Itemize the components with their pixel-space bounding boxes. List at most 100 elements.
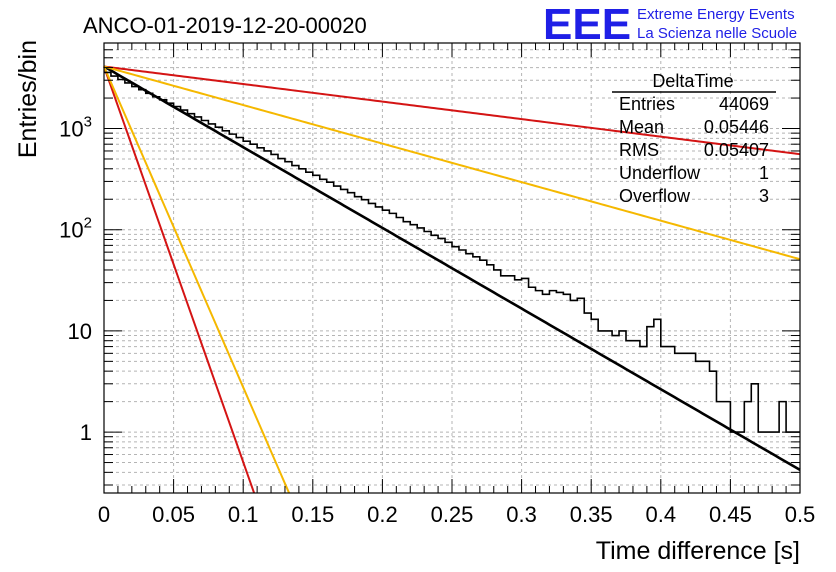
x-tick-label: 0.2 <box>367 502 398 527</box>
histogram-bin <box>125 83 132 493</box>
eee-logo-mark: EEE <box>543 0 631 49</box>
stats-label-entries: Entries <box>619 94 675 114</box>
histogram-bin <box>160 100 167 493</box>
histogram-bin <box>222 131 229 493</box>
histogram-bin <box>292 166 299 493</box>
histogram-bin <box>327 182 334 493</box>
histogram-bin <box>278 159 285 493</box>
fit-curves <box>103 65 801 494</box>
x-tick-label: 0.5 <box>785 502 816 527</box>
histogram-bin <box>396 218 403 494</box>
stats-value-entries: 44069 <box>719 94 769 114</box>
histogram-bin <box>556 292 563 493</box>
histogram-bin <box>710 371 717 493</box>
histogram-bin <box>758 432 765 493</box>
histogram <box>104 71 800 494</box>
histogram-bin <box>730 432 737 493</box>
histogram-bin <box>605 331 612 493</box>
histogram-bin <box>431 235 438 493</box>
x-tick-label: 0.15 <box>291 502 334 527</box>
histogram-bin <box>181 110 188 493</box>
histogram-bin <box>737 432 744 493</box>
histogram-bin <box>779 402 786 493</box>
histogram-bin <box>257 148 264 493</box>
x-tick-labels: 0 0.05 0.1 0.15 0.2 0.25 0.3 0.35 0.4 0.45 0.5 <box>98 502 815 527</box>
stats-label-mean: Mean <box>619 117 664 137</box>
histogram-bin <box>201 121 208 494</box>
histogram-bin <box>271 154 278 493</box>
histogram-bin <box>480 260 487 493</box>
histogram-bin <box>229 134 236 493</box>
x-tick-label: 0.25 <box>431 502 474 527</box>
histogram-bin <box>661 347 668 493</box>
histogram-bin <box>355 197 362 493</box>
x-tick-label: 0.45 <box>709 502 752 527</box>
histogram-bin <box>118 80 125 493</box>
fit-curve <box>103 66 256 494</box>
eee-logo: EEE Extreme Energy Events La Scienza nel… <box>543 0 797 49</box>
eee-logo-line2: La Scienza nelle Scuole <box>637 25 797 42</box>
histogram-bin <box>334 186 341 493</box>
x-tick-label: 0.3 <box>506 502 537 527</box>
histogram-bin <box>675 353 682 493</box>
histogram-bin <box>410 225 417 493</box>
fit-curve <box>103 66 290 494</box>
histogram-bin <box>549 291 556 493</box>
histogram-bin <box>647 327 654 493</box>
histogram-bin <box>250 144 257 493</box>
histogram-bin <box>654 319 661 493</box>
x-tick-label: 0.4 <box>646 502 677 527</box>
histogram-bin <box>153 97 160 493</box>
histogram-bin <box>772 432 779 493</box>
chart-title: ANCO-01-2019-12-20-00020 <box>83 13 367 38</box>
histogram-bin <box>368 203 375 493</box>
x-tick-label: 0.05 <box>152 502 195 527</box>
stats-title: DeltaTime <box>652 71 733 91</box>
histogram-bin <box>703 361 710 493</box>
y-axis-label: Entries/bin <box>14 40 42 158</box>
histogram-bin <box>417 228 424 493</box>
histogram-bin <box>751 384 758 493</box>
histogram-bin <box>515 280 522 493</box>
histogram-bin <box>765 432 772 493</box>
stats-box: DeltaTime Entries 44069 Mean 0.05446 RMS… <box>612 71 776 206</box>
histogram-bin <box>689 353 696 493</box>
histogram-bin <box>188 114 195 493</box>
stats-label-overflow: Overflow <box>619 186 691 206</box>
histogram-bin <box>612 336 619 493</box>
stats-value-underflow: 1 <box>759 163 769 183</box>
histogram-bin <box>459 250 466 493</box>
histogram-bin <box>438 238 445 493</box>
histogram-bin <box>577 298 584 493</box>
histogram-bin <box>424 232 431 494</box>
histogram-bin <box>542 294 549 493</box>
histogram-bin <box>466 254 473 493</box>
histogram-bin <box>139 90 146 493</box>
histogram-bin <box>633 341 640 493</box>
y-tick-labels: 1 10 102 103 <box>59 114 92 446</box>
histogram-bin <box>501 276 508 493</box>
y-tick-label: 103 <box>59 114 92 142</box>
histogram-bin <box>640 347 647 493</box>
histogram-bin <box>445 242 452 493</box>
x-tick-label: 0 <box>98 502 110 527</box>
histogram-bin <box>522 278 529 493</box>
histogram-bin <box>403 222 410 493</box>
y-tick-label: 10 <box>68 319 92 344</box>
histogram-bin <box>529 287 536 493</box>
histogram-bin <box>306 172 313 493</box>
y-tick-label: 1 <box>80 420 92 445</box>
histogram-bin <box>744 402 751 493</box>
histogram-bin <box>696 361 703 493</box>
eee-logo-line1: Extreme Energy Events <box>637 6 795 23</box>
histogram-bin <box>348 193 355 493</box>
histogram-bin <box>570 300 577 493</box>
histogram-bin <box>167 103 174 493</box>
histogram-bin <box>723 402 730 493</box>
histogram-bin <box>264 151 271 493</box>
histogram-bin <box>194 117 201 493</box>
histogram-bin <box>208 124 215 493</box>
x-axis-label: Time difference [s] <box>596 537 800 565</box>
